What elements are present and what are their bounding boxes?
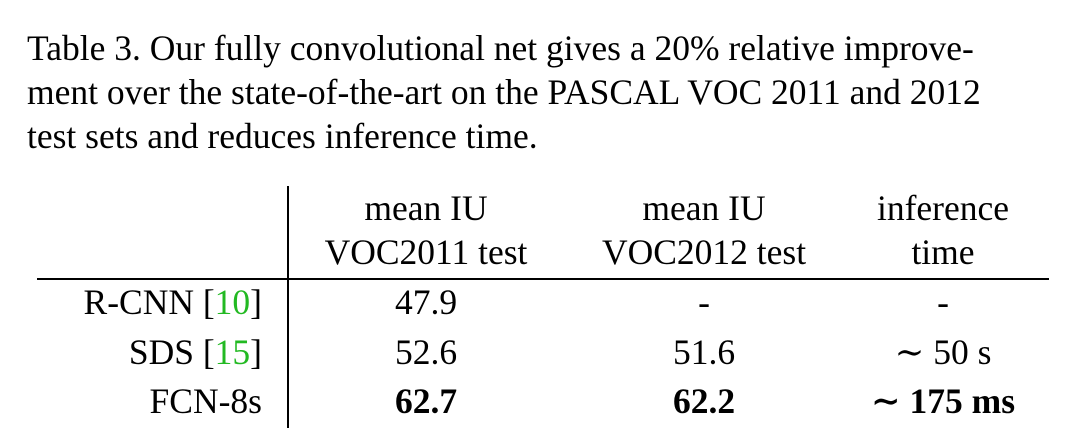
cell-sds-voc2011: 52.6	[394, 332, 458, 372]
header-rule	[37, 278, 1049, 280]
caption-line-2: ment over the state-of-the-art on the PA…	[27, 72, 981, 112]
header-voc2011-line1: mean IU	[364, 188, 488, 228]
header-time-line2: time	[911, 232, 975, 272]
table-caption: Table 3. Our fully convolutional net giv…	[27, 26, 1067, 158]
cell-fcn8s-voc2011: 62.7	[394, 381, 458, 421]
row-method-fcn8s: FCN-8s	[150, 381, 262, 421]
method-name: SDS	[128, 332, 194, 372]
header-time-line1: inference	[876, 188, 1010, 228]
cell-fcn8s-time: ∼ 175 ms	[870, 381, 1016, 421]
cell-fcn8s-voc2012: 62.2	[672, 381, 736, 421]
header-voc2012-line1: mean IU	[642, 188, 766, 228]
column-divider	[287, 186, 289, 428]
method-name: FCN-8s	[149, 381, 262, 421]
row-method-rcnn: R-CNN [10]	[83, 282, 262, 322]
cell-rcnn-voc2011: 47.9	[394, 282, 458, 322]
caption-line-1: Table 3. Our fully convolutional net giv…	[27, 28, 974, 68]
row-method-sds: SDS [15]	[128, 332, 262, 372]
header-voc2011-line2: VOC2011 test	[324, 232, 528, 272]
cell-rcnn-time: -	[937, 282, 949, 322]
citation-link[interactable]: 10	[214, 282, 251, 322]
method-name: R-CNN	[83, 282, 194, 322]
header-voc2012-line2: VOC2012 test	[601, 232, 807, 272]
results-table: mean IU VOC2011 test mean IU VOC2012 tes…	[0, 182, 1090, 432]
cell-sds-voc2012: 51.6	[672, 332, 736, 372]
cell-rcnn-voc2012: -	[698, 282, 710, 322]
cell-sds-time: ∼ 50 s	[894, 332, 992, 372]
caption-line-3: test sets and reduces inference time.	[27, 116, 538, 156]
citation-link[interactable]: 15	[214, 332, 251, 372]
